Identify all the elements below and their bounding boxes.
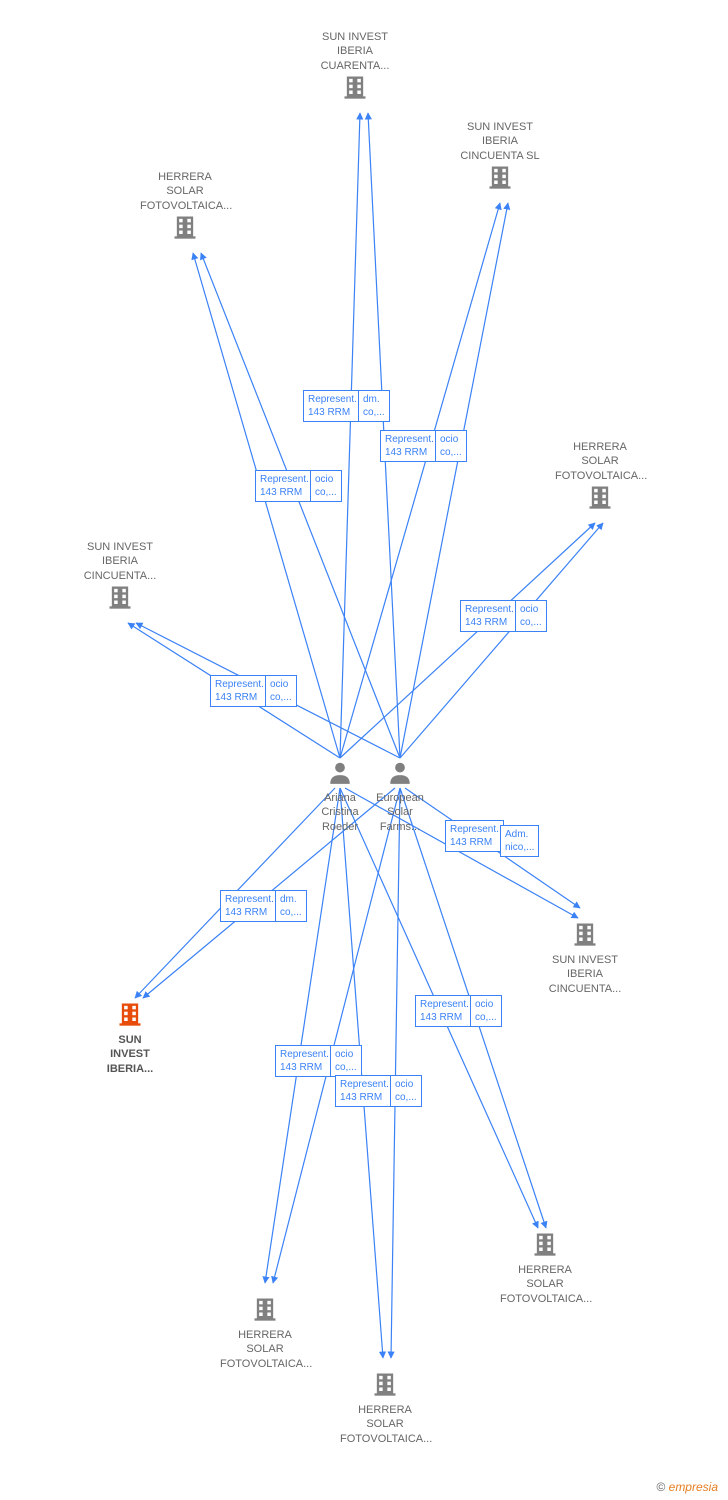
edge [340, 113, 360, 758]
edge-label: Represent.143 RRM [415, 995, 474, 1027]
node-label: HERRERASOLARFOTOVOLTAICA... [500, 1263, 590, 1306]
building-icon [531, 1230, 559, 1258]
node-label: SUNINVESTIBERIA... [85, 1033, 175, 1076]
node-label: SUN INVESTIBERIACINCUENTA... [75, 540, 165, 583]
edge-label: Represent.143 RRM [460, 600, 519, 632]
edges-layer [0, 0, 728, 1500]
building-icon [116, 1000, 144, 1028]
node-icon-wrap [555, 483, 645, 516]
building-icon [586, 483, 614, 511]
copyright-symbol: © [656, 1480, 665, 1494]
edge-label: Represent.143 RRM [210, 675, 269, 707]
node-icon-wrap [455, 163, 545, 196]
node-icon-wrap [220, 1295, 310, 1328]
node-icon-wrap [340, 1370, 430, 1403]
node-n2[interactable]: SUN INVESTIBERIACINCUENTA SL [455, 120, 545, 196]
building-icon [171, 213, 199, 241]
edge-label: ocioco,... [310, 470, 342, 502]
node-n7[interactable]: SUNINVESTIBERIA... [85, 1000, 175, 1076]
edge-label: Adm.nico,... [500, 825, 539, 857]
node-icon-wrap [85, 1000, 175, 1033]
node-n8[interactable]: HERRERASOLARFOTOVOLTAICA... [500, 1230, 590, 1306]
edge-label: Represent.143 RRM [275, 1045, 334, 1077]
node-n10[interactable]: HERRERASOLARFOTOVOLTAICA... [340, 1370, 430, 1446]
edge-label: ocioco,... [470, 995, 502, 1027]
edge-label: ocioco,... [515, 600, 547, 632]
node-label: SUN INVESTIBERIACINCUENTA SL [455, 120, 545, 163]
copyright-brand: empresia [669, 1480, 718, 1494]
node-n5[interactable]: SUN INVESTIBERIACINCUENTA... [75, 540, 165, 616]
copyright: © empresia [656, 1480, 718, 1494]
node-label: EuropeanSolarFarms... [355, 791, 445, 834]
node-n6[interactable]: SUN INVESTIBERIACINCUENTA... [540, 920, 630, 996]
edge-label: Represent.143 RRM [220, 890, 279, 922]
node-icon-wrap [500, 1230, 590, 1263]
edge-label: Represent.143 RRM [335, 1075, 394, 1107]
building-icon [106, 583, 134, 611]
person-icon [327, 760, 353, 786]
node-label: HERRERASOLARFOTOVOLTAICA... [555, 440, 645, 483]
node-label: SUN INVESTIBERIACUARENTA... [310, 30, 400, 73]
node-icon-wrap [140, 213, 230, 246]
edge-label: dm.co,... [358, 390, 390, 422]
edge-label: ocioco,... [265, 675, 297, 707]
edge-label: ocioco,... [435, 430, 467, 462]
node-label: HERRERASOLARFOTOVOLTAICA... [220, 1328, 310, 1371]
edge [400, 523, 603, 758]
node-icon-wrap [310, 73, 400, 106]
network-diagram: SUN INVESTIBERIACUARENTA... SUN INVESTIB… [0, 0, 728, 1500]
edge-label: dm.co,... [275, 890, 307, 922]
edge-label: ocioco,... [330, 1045, 362, 1077]
node-label: HERRERASOLARFOTOVOLTAICA... [340, 1403, 430, 1446]
building-icon [371, 1370, 399, 1398]
edge [340, 523, 595, 758]
node-label: SUN INVESTIBERIACINCUENTA... [540, 953, 630, 996]
node-european[interactable]: EuropeanSolarFarms... [355, 760, 445, 834]
node-label: HERRERASOLARFOTOVOLTAICA... [140, 170, 230, 213]
node-n1[interactable]: SUN INVESTIBERIACUARENTA... [310, 30, 400, 106]
edge [400, 203, 508, 758]
edge [273, 788, 400, 1283]
building-icon [486, 163, 514, 191]
node-icon-wrap [355, 760, 445, 791]
edge-label: Represent.143 RRM [255, 470, 314, 502]
edge-label: Represent.143 RRM [303, 390, 362, 422]
edge-label: ocioco,... [390, 1075, 422, 1107]
node-n3[interactable]: HERRERASOLARFOTOVOLTAICA... [140, 170, 230, 246]
node-n9[interactable]: HERRERASOLARFOTOVOLTAICA... [220, 1295, 310, 1371]
edge [391, 788, 400, 1358]
building-icon [341, 73, 369, 101]
person-icon [387, 760, 413, 786]
edge-label: Represent.143 RRM [445, 820, 504, 852]
edge-label: Represent.143 RRM [380, 430, 439, 462]
node-icon-wrap [540, 920, 630, 953]
edge [265, 788, 340, 1283]
building-icon [251, 1295, 279, 1323]
node-n4[interactable]: HERRERASOLARFOTOVOLTAICA... [555, 440, 645, 516]
edge [340, 203, 500, 758]
node-icon-wrap [75, 583, 165, 616]
building-icon [571, 920, 599, 948]
